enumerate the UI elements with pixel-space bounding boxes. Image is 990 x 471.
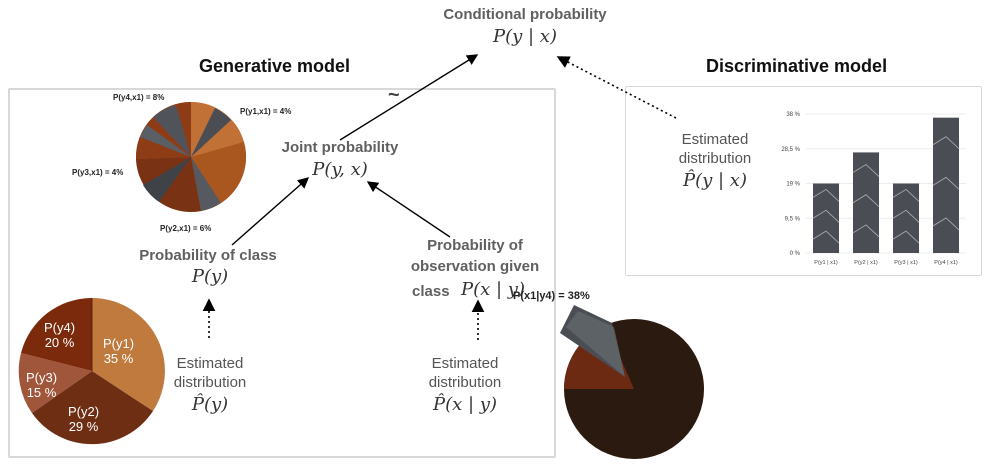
joint-pie-slice-y1-marble	[191, 108, 231, 157]
class-pie-slice-y1	[92, 298, 165, 411]
chart-bar-texture	[932, 217, 960, 231]
conditional-probability-formula: P(y | x)	[493, 26, 557, 47]
chart-bar-texture	[812, 230, 840, 244]
chart-bar-texture	[812, 188, 840, 202]
est-obs-line2: distribution	[428, 374, 502, 391]
chart-ytick-label: 28,5 %	[781, 147, 800, 153]
observation-probability-title-3: class	[412, 283, 450, 300]
class-pie-label-y1: P(y1) 35 %	[103, 336, 134, 366]
discriminative-model-title: Discriminative model	[706, 56, 888, 76]
chart-bar-texture	[932, 176, 960, 190]
class-pie-slice-y2	[32, 371, 153, 445]
class-to-joint-arrow	[231, 177, 310, 246]
joint-probability-title: Joint probability	[281, 139, 399, 156]
est-class-line2: distribution	[173, 374, 247, 391]
chart-category-label: P(y1 | x1)	[814, 260, 838, 266]
chart-bar-texture	[892, 230, 920, 244]
est-discriminative-formula: P̂(y | x)	[683, 170, 747, 191]
chart-category-label: P(y3 | x1)	[894, 260, 918, 266]
est-obs-formula: P̂(x | y)	[433, 394, 497, 415]
est-class-formula: P̂(y)	[191, 394, 229, 415]
joint-probability-formula: P(y, x)	[312, 159, 368, 180]
chart-bar-texture	[812, 209, 840, 223]
class-pie-label-y3: P(y3) 15 %	[26, 370, 57, 400]
joint-to-conditional-arrow	[339, 54, 479, 141]
class-pie-label-y2-name: P(y2)	[68, 404, 100, 419]
est-class-line1: Estimated	[176, 355, 244, 372]
class-pie-label-y1-name: P(y1)	[103, 336, 135, 351]
est-discriminative-line1: Estimated	[681, 131, 749, 148]
observation-pie	[560, 305, 704, 459]
chart-category-label: P(y4 | x1)	[934, 260, 958, 266]
class-pie-label-y4: P(y4) 20 %	[44, 320, 75, 350]
class-pie-label-y2: P(y2) 29 %	[68, 404, 99, 434]
joint-pie-slice-y4-marble	[153, 105, 191, 157]
generative-model-title: Generative model	[199, 56, 351, 76]
chart-category-label: P(y2 | x1)	[854, 260, 878, 266]
discriminative-model-box	[625, 86, 982, 276]
est-discriminative-line2: distribution	[678, 150, 752, 167]
class-pie-slice-y4	[21, 297, 92, 371]
generative-model-box	[8, 88, 556, 458]
est-obs-line1: Estimated	[431, 355, 499, 372]
chart-ytick-label: 38 %	[786, 112, 800, 118]
joint-pie-label-y4: P(y4,x1) = 8%	[113, 93, 165, 102]
conditional-bar-chart: 0 % 9,5 % 19 % 28,5 % 38 % P(y1 | x1) P(y2 | x…	[781, 112, 966, 266]
observation-pie-label: P(x1|y4) = 38%	[513, 290, 590, 302]
discriminative-to-conditional-arrow	[556, 56, 677, 119]
class-probability-title: Probability of class	[139, 247, 277, 264]
joint-pie-label-y3: P(y3,x1) = 4%	[72, 168, 124, 177]
observation-probability-formula: P(x | y)	[461, 279, 525, 300]
chart-bar-texture	[932, 136, 960, 150]
conditional-probability-title: Conditional probability	[443, 6, 607, 23]
chart-bar-texture	[852, 224, 880, 238]
chart-ytick-label: 19 %	[786, 182, 800, 188]
class-pie-label-y4-name: P(y4)	[44, 320, 76, 335]
joint-probability-pie	[135, 101, 247, 212]
class-probability-formula: P(y)	[191, 266, 229, 287]
chart-bar-texture	[892, 188, 920, 202]
tilde-mark: ~	[388, 84, 400, 106]
chart-bar-texture	[852, 163, 880, 177]
observation-to-joint-arrow	[366, 181, 451, 238]
class-pie-label-y3-pct: 15 %	[26, 385, 57, 400]
class-pie-label-y1-pct: 35 %	[103, 351, 134, 366]
chart-ytick-label: 0 %	[790, 251, 801, 257]
joint-pie-label-y1: P(y1,x1) = 4%	[240, 107, 292, 116]
class-pie-label-y2-pct: 29 %	[68, 419, 99, 434]
class-pie-label-y3-name: P(y3)	[26, 370, 58, 385]
class-pie-slice-y3	[18, 353, 93, 413]
observation-probability-title-1: Probability of	[427, 237, 523, 254]
chart-bar-texture	[892, 209, 920, 223]
observation-probability-title-2: observation given	[410, 258, 540, 275]
class-probability-pie	[18, 297, 165, 445]
joint-pie-slice-y3-marble	[143, 157, 191, 202]
chart-bar-texture	[852, 194, 880, 208]
chart-ytick-label: 9,5 %	[785, 216, 801, 222]
class-pie-label-y4-pct: 20 %	[44, 335, 75, 350]
joint-pie-label-y2: P(y2,x1) = 6%	[160, 224, 212, 233]
